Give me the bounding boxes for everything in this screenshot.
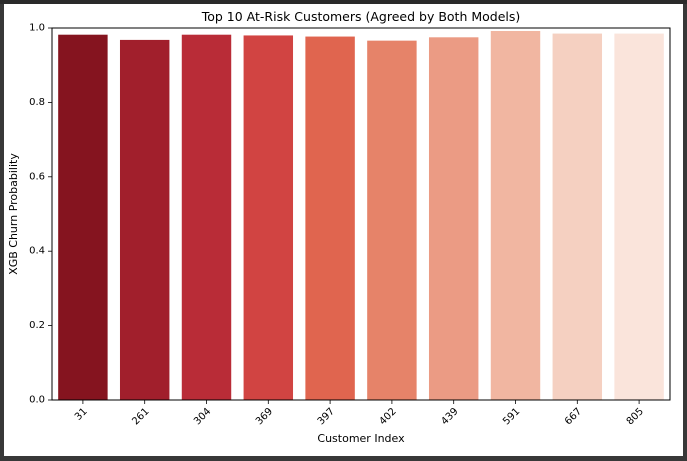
x-ticks-layer: 31 261 304 369 397 402 439 591 667 805: [73, 400, 646, 427]
bar-31: [58, 34, 108, 401]
y-axis-label: XGB Churn Probability: [7, 153, 20, 275]
x-axis-label: Customer Index: [317, 432, 405, 445]
x-tick-label: 667: [563, 406, 584, 427]
x-tick-label: 304: [192, 406, 213, 427]
bar-397: [305, 36, 355, 400]
bar-chart: Top 10 At-Risk Customers (Agreed by Both…: [7, 9, 671, 445]
x-tick-label: 805: [625, 406, 646, 427]
bar-369: [243, 35, 294, 400]
bar-439: [428, 37, 479, 401]
y-tick-label: 0.8: [29, 97, 45, 108]
x-tick-label: 402: [378, 406, 399, 427]
x-tick-label: 261: [130, 406, 151, 427]
clipped-code-strip: [0, 0, 687, 4]
y-tick-label: 0.0: [29, 395, 45, 406]
bar-261: [119, 39, 170, 401]
y-tick-label: 0.6: [29, 171, 45, 182]
axes-frame: [51, 27, 671, 401]
bar-402: [367, 40, 417, 400]
chart-title: Top 10 At-Risk Customers (Agreed by Both…: [201, 9, 521, 24]
y-ticks-layer: 0.0 0.2 0.4 0.6 0.8 1.0: [29, 23, 52, 406]
x-tick-label: 31: [73, 406, 90, 423]
chart-figure: Top 10 At-Risk Customers (Agreed by Both…: [4, 4, 683, 456]
x-tick-label: 591: [501, 406, 522, 427]
bars-layer: [58, 30, 664, 401]
x-tick-label: 439: [439, 406, 460, 427]
bar-591: [490, 30, 541, 400]
y-tick-label: 0.4: [29, 246, 45, 257]
y-tick-label: 1.0: [29, 23, 45, 34]
y-tick-label: 0.2: [29, 320, 45, 331]
bar-805: [614, 33, 664, 400]
x-tick-label: 369: [254, 406, 275, 427]
bar-304: [181, 34, 232, 401]
bar-667: [552, 33, 603, 400]
x-tick-label: 397: [316, 406, 337, 427]
